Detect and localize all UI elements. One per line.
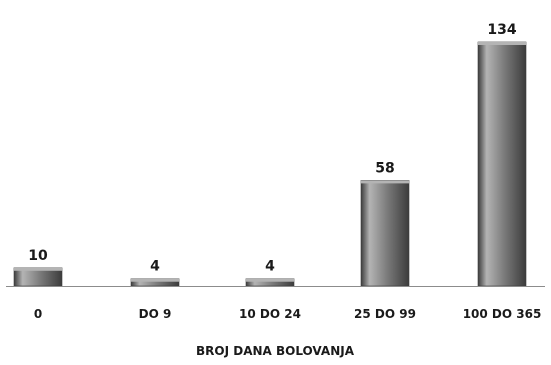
- bar-cap-0: [14, 267, 62, 271]
- bar-cap-1: [131, 278, 179, 282]
- x-tick-label-3: 25 DO 99: [354, 307, 416, 321]
- bar-3: [360, 180, 410, 287]
- bars-group: [13, 41, 527, 287]
- bar-cap-4: [478, 42, 526, 45]
- data-label-2: 4: [265, 259, 275, 275]
- x-axis-title: BROJ DANA BOLOVANJA: [196, 344, 355, 358]
- bar-cap-2: [246, 278, 294, 282]
- data-label-4: 134: [487, 22, 516, 38]
- x-tick-label-0: 0: [34, 307, 42, 321]
- x-tick-labels-group: 0 DO 9 10 DO 24 25 DO 99 100 DO 365: [34, 307, 541, 321]
- data-label-1: 4: [150, 259, 160, 275]
- x-tick-label-1: DO 9: [139, 307, 172, 321]
- x-tick-label-4: 100 DO 365: [463, 307, 542, 321]
- data-label-3: 58: [375, 160, 394, 176]
- bar-cap-3: [361, 180, 409, 184]
- data-label-0: 10: [28, 248, 48, 264]
- bar-4: [477, 41, 527, 287]
- x-tick-label-2: 10 DO 24: [239, 307, 301, 321]
- data-labels-group: 10 4 4 58 134: [28, 22, 517, 275]
